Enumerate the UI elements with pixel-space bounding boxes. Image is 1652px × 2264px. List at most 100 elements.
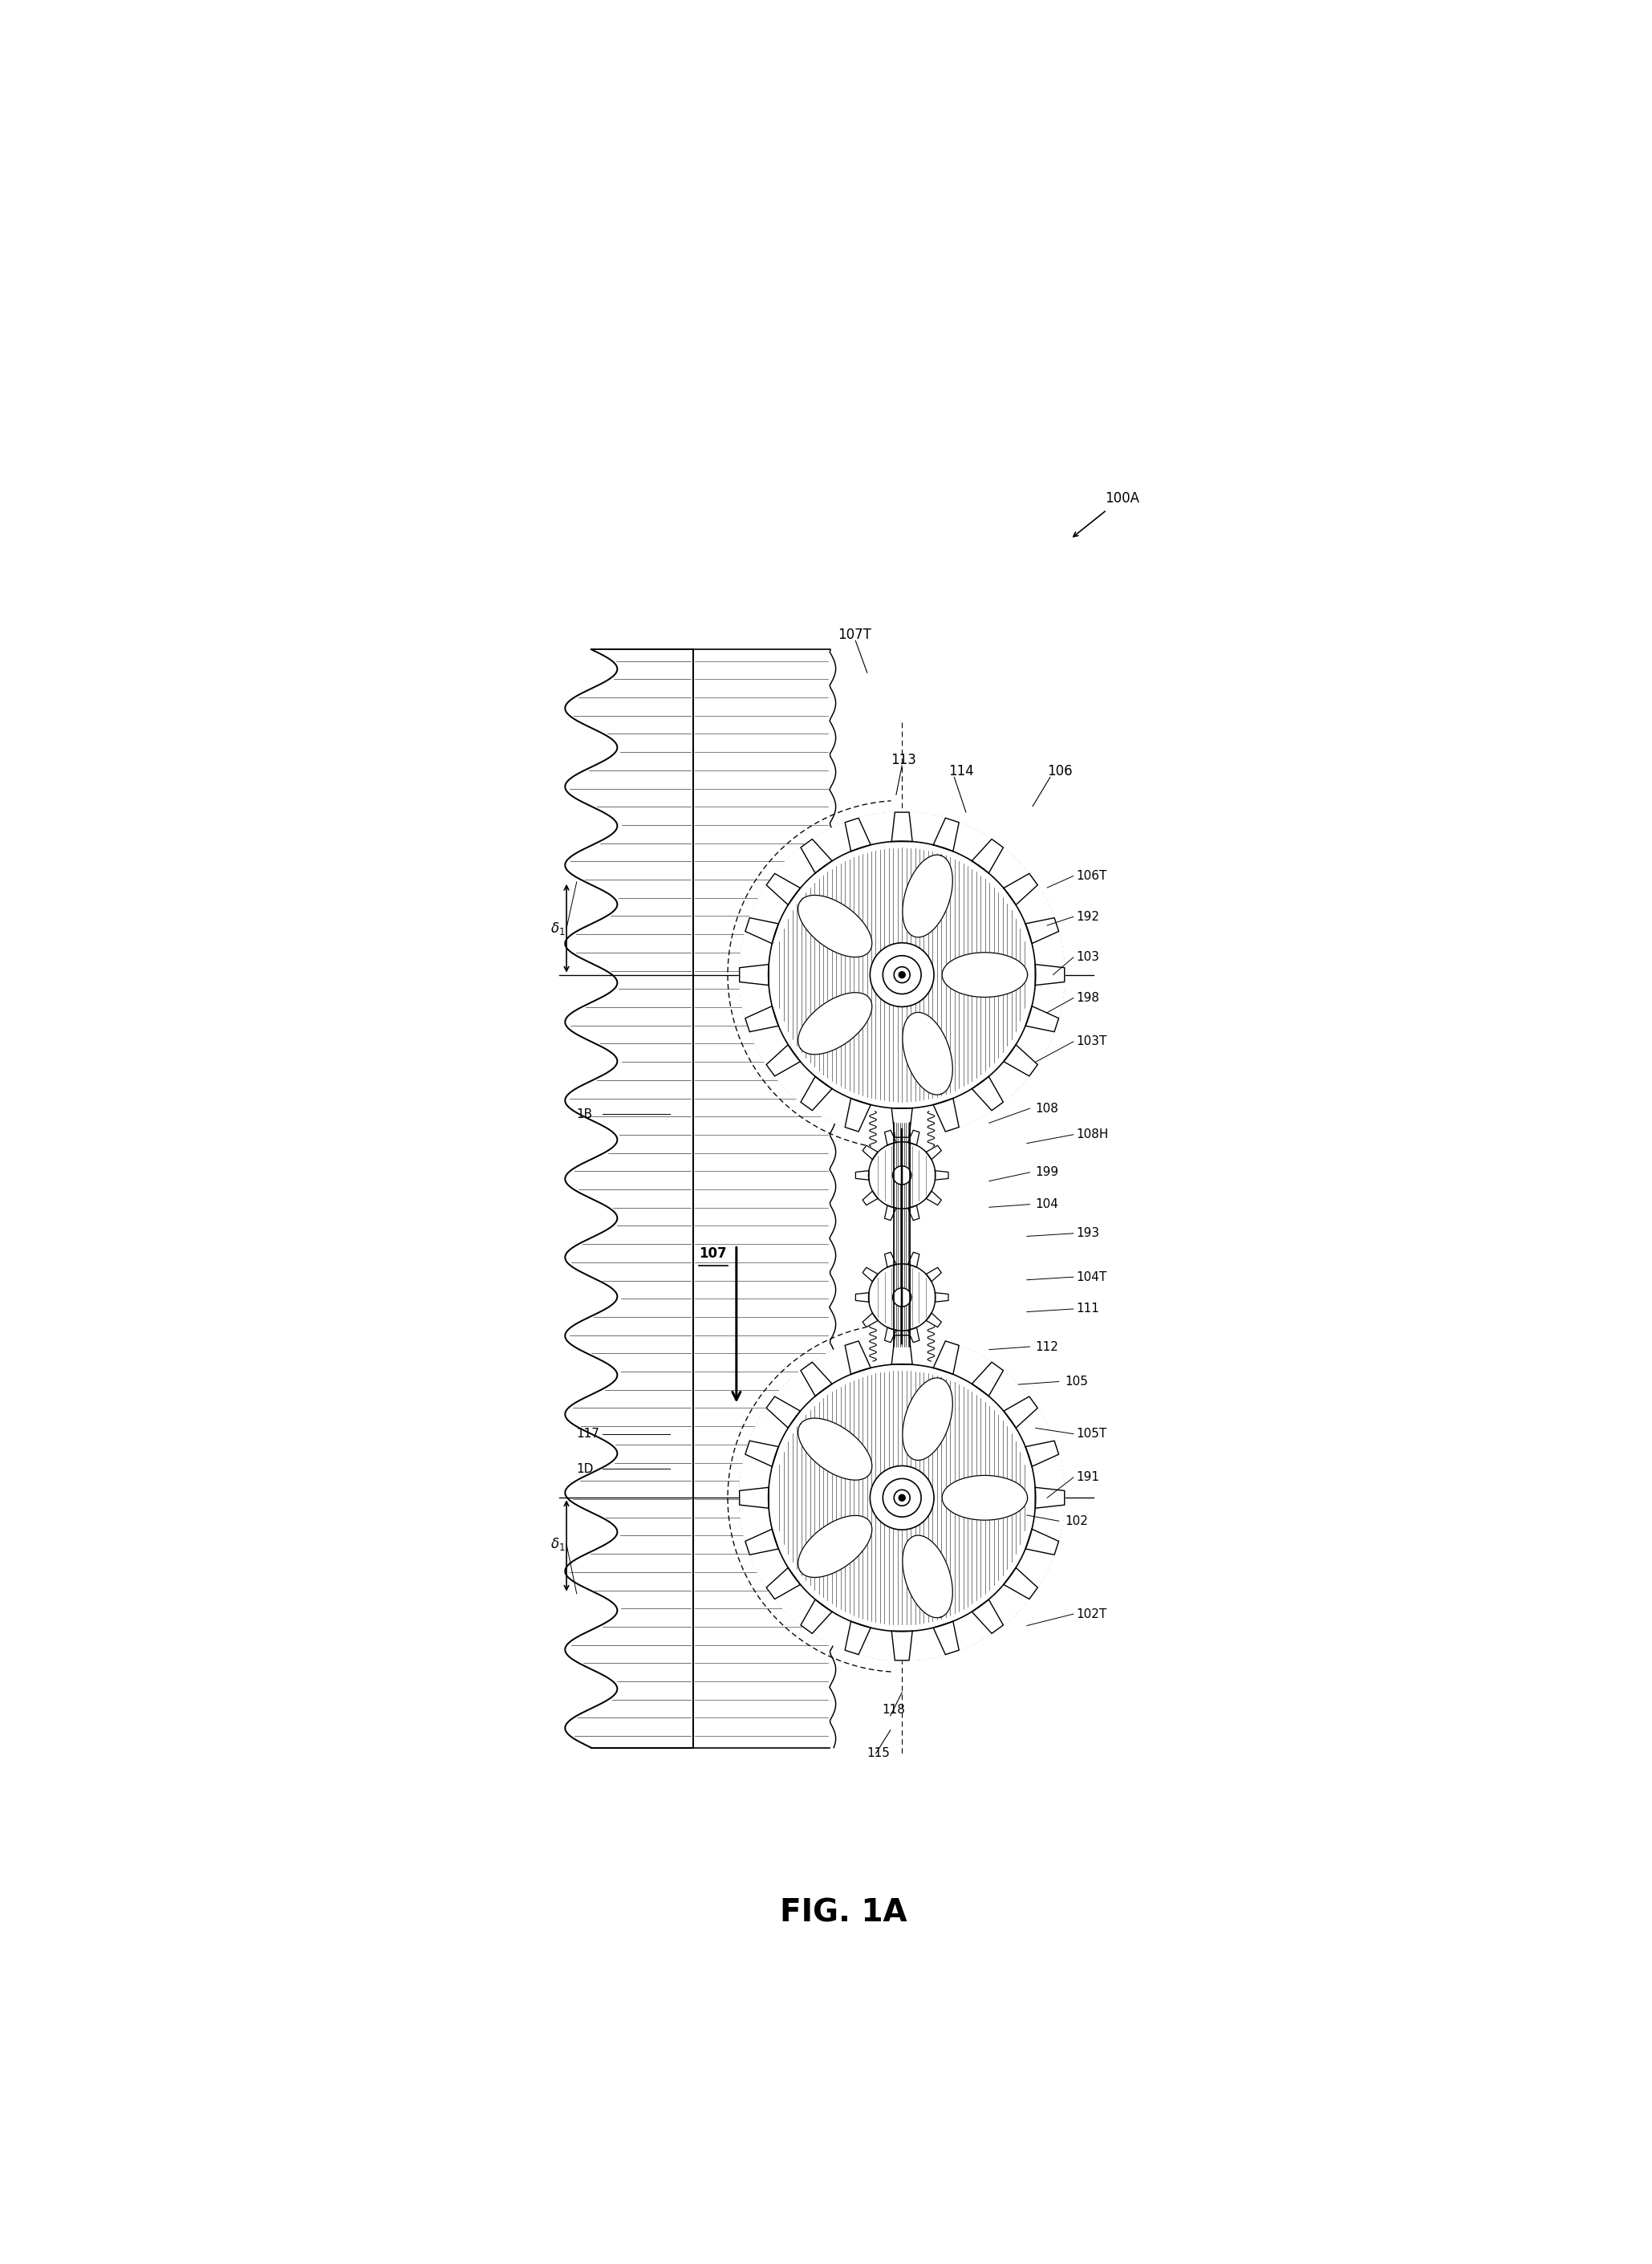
- Circle shape: [899, 971, 905, 978]
- Polygon shape: [902, 1012, 953, 1096]
- Polygon shape: [844, 817, 871, 851]
- Polygon shape: [844, 1340, 871, 1374]
- Polygon shape: [1026, 1440, 1059, 1467]
- Polygon shape: [933, 1340, 958, 1374]
- Text: 103T: 103T: [1075, 1035, 1107, 1048]
- Text: 111: 111: [1075, 1302, 1100, 1315]
- Polygon shape: [927, 1313, 942, 1327]
- Polygon shape: [1026, 1005, 1059, 1032]
- Polygon shape: [892, 1630, 912, 1660]
- Text: 103: 103: [1075, 951, 1100, 964]
- Polygon shape: [740, 964, 768, 985]
- Polygon shape: [740, 1487, 768, 1508]
- Polygon shape: [1004, 1567, 1037, 1598]
- Polygon shape: [942, 1476, 1028, 1519]
- Polygon shape: [862, 1268, 877, 1281]
- Polygon shape: [902, 1379, 953, 1460]
- Polygon shape: [856, 1293, 869, 1302]
- Text: 105T: 105T: [1075, 1429, 1107, 1440]
- Polygon shape: [971, 1363, 1003, 1397]
- Polygon shape: [856, 1170, 869, 1180]
- Text: 102: 102: [1064, 1515, 1087, 1526]
- Text: 193: 193: [1075, 1227, 1100, 1238]
- Polygon shape: [745, 1528, 778, 1555]
- Circle shape: [894, 1490, 910, 1506]
- Polygon shape: [767, 874, 800, 906]
- Polygon shape: [1004, 874, 1037, 906]
- Polygon shape: [884, 1252, 895, 1268]
- Polygon shape: [801, 840, 833, 874]
- Polygon shape: [767, 1567, 800, 1598]
- Polygon shape: [935, 1293, 948, 1302]
- Polygon shape: [1004, 1397, 1037, 1429]
- Polygon shape: [892, 1336, 912, 1365]
- Polygon shape: [1004, 1044, 1037, 1075]
- Polygon shape: [902, 856, 953, 937]
- Text: 102T: 102T: [1075, 1607, 1107, 1621]
- Polygon shape: [798, 1515, 872, 1578]
- Circle shape: [871, 942, 933, 1007]
- Polygon shape: [740, 813, 1064, 1137]
- Polygon shape: [971, 1598, 1003, 1635]
- Polygon shape: [933, 817, 958, 851]
- Text: 192: 192: [1075, 910, 1100, 924]
- Polygon shape: [862, 1146, 877, 1159]
- Polygon shape: [862, 1313, 877, 1327]
- Polygon shape: [902, 1535, 953, 1619]
- Polygon shape: [798, 992, 872, 1055]
- Polygon shape: [909, 1327, 920, 1343]
- Text: 1B: 1B: [577, 1109, 593, 1121]
- Text: 112: 112: [1036, 1340, 1059, 1352]
- Polygon shape: [1036, 1487, 1064, 1508]
- Polygon shape: [927, 1268, 942, 1281]
- Polygon shape: [884, 1204, 895, 1220]
- Polygon shape: [801, 1598, 833, 1635]
- Text: $\delta_1$: $\delta_1$: [550, 1537, 565, 1553]
- Polygon shape: [862, 1191, 877, 1204]
- Polygon shape: [1026, 917, 1059, 944]
- Polygon shape: [1036, 964, 1064, 985]
- Circle shape: [882, 1478, 922, 1517]
- Text: 199: 199: [1036, 1166, 1059, 1177]
- Polygon shape: [884, 1327, 895, 1343]
- Polygon shape: [798, 894, 872, 958]
- Polygon shape: [767, 1397, 800, 1429]
- Circle shape: [871, 1465, 933, 1530]
- Text: 1D: 1D: [577, 1463, 593, 1474]
- Text: 104: 104: [1036, 1198, 1059, 1211]
- Circle shape: [899, 1494, 905, 1501]
- Text: 114: 114: [948, 765, 975, 779]
- Text: 107: 107: [699, 1247, 727, 1261]
- Text: 106: 106: [1047, 765, 1072, 779]
- Text: 113: 113: [890, 752, 915, 767]
- Polygon shape: [740, 1336, 1064, 1660]
- Text: 117: 117: [577, 1429, 600, 1440]
- Polygon shape: [909, 1130, 920, 1146]
- Circle shape: [894, 967, 910, 983]
- Polygon shape: [927, 1191, 942, 1204]
- Text: 108H: 108H: [1075, 1127, 1108, 1141]
- Text: 118: 118: [882, 1705, 905, 1716]
- Polygon shape: [971, 840, 1003, 874]
- Polygon shape: [927, 1146, 942, 1159]
- Polygon shape: [892, 813, 912, 842]
- Circle shape: [892, 1288, 912, 1306]
- Polygon shape: [844, 1098, 871, 1132]
- Text: 100A: 100A: [1105, 491, 1140, 505]
- Polygon shape: [933, 1098, 958, 1132]
- Text: 108: 108: [1036, 1103, 1059, 1114]
- Polygon shape: [801, 1075, 833, 1112]
- Polygon shape: [933, 1621, 958, 1655]
- Polygon shape: [745, 1005, 778, 1032]
- Polygon shape: [844, 1621, 871, 1655]
- Text: FIG. 1A: FIG. 1A: [780, 1897, 907, 1929]
- Polygon shape: [745, 917, 778, 944]
- Polygon shape: [745, 1440, 778, 1467]
- Polygon shape: [935, 1170, 948, 1180]
- Polygon shape: [909, 1252, 920, 1268]
- Circle shape: [882, 955, 922, 994]
- Text: 107T: 107T: [838, 627, 872, 643]
- Polygon shape: [971, 1075, 1003, 1112]
- Text: 104T: 104T: [1075, 1270, 1107, 1284]
- Text: 105: 105: [1064, 1377, 1087, 1388]
